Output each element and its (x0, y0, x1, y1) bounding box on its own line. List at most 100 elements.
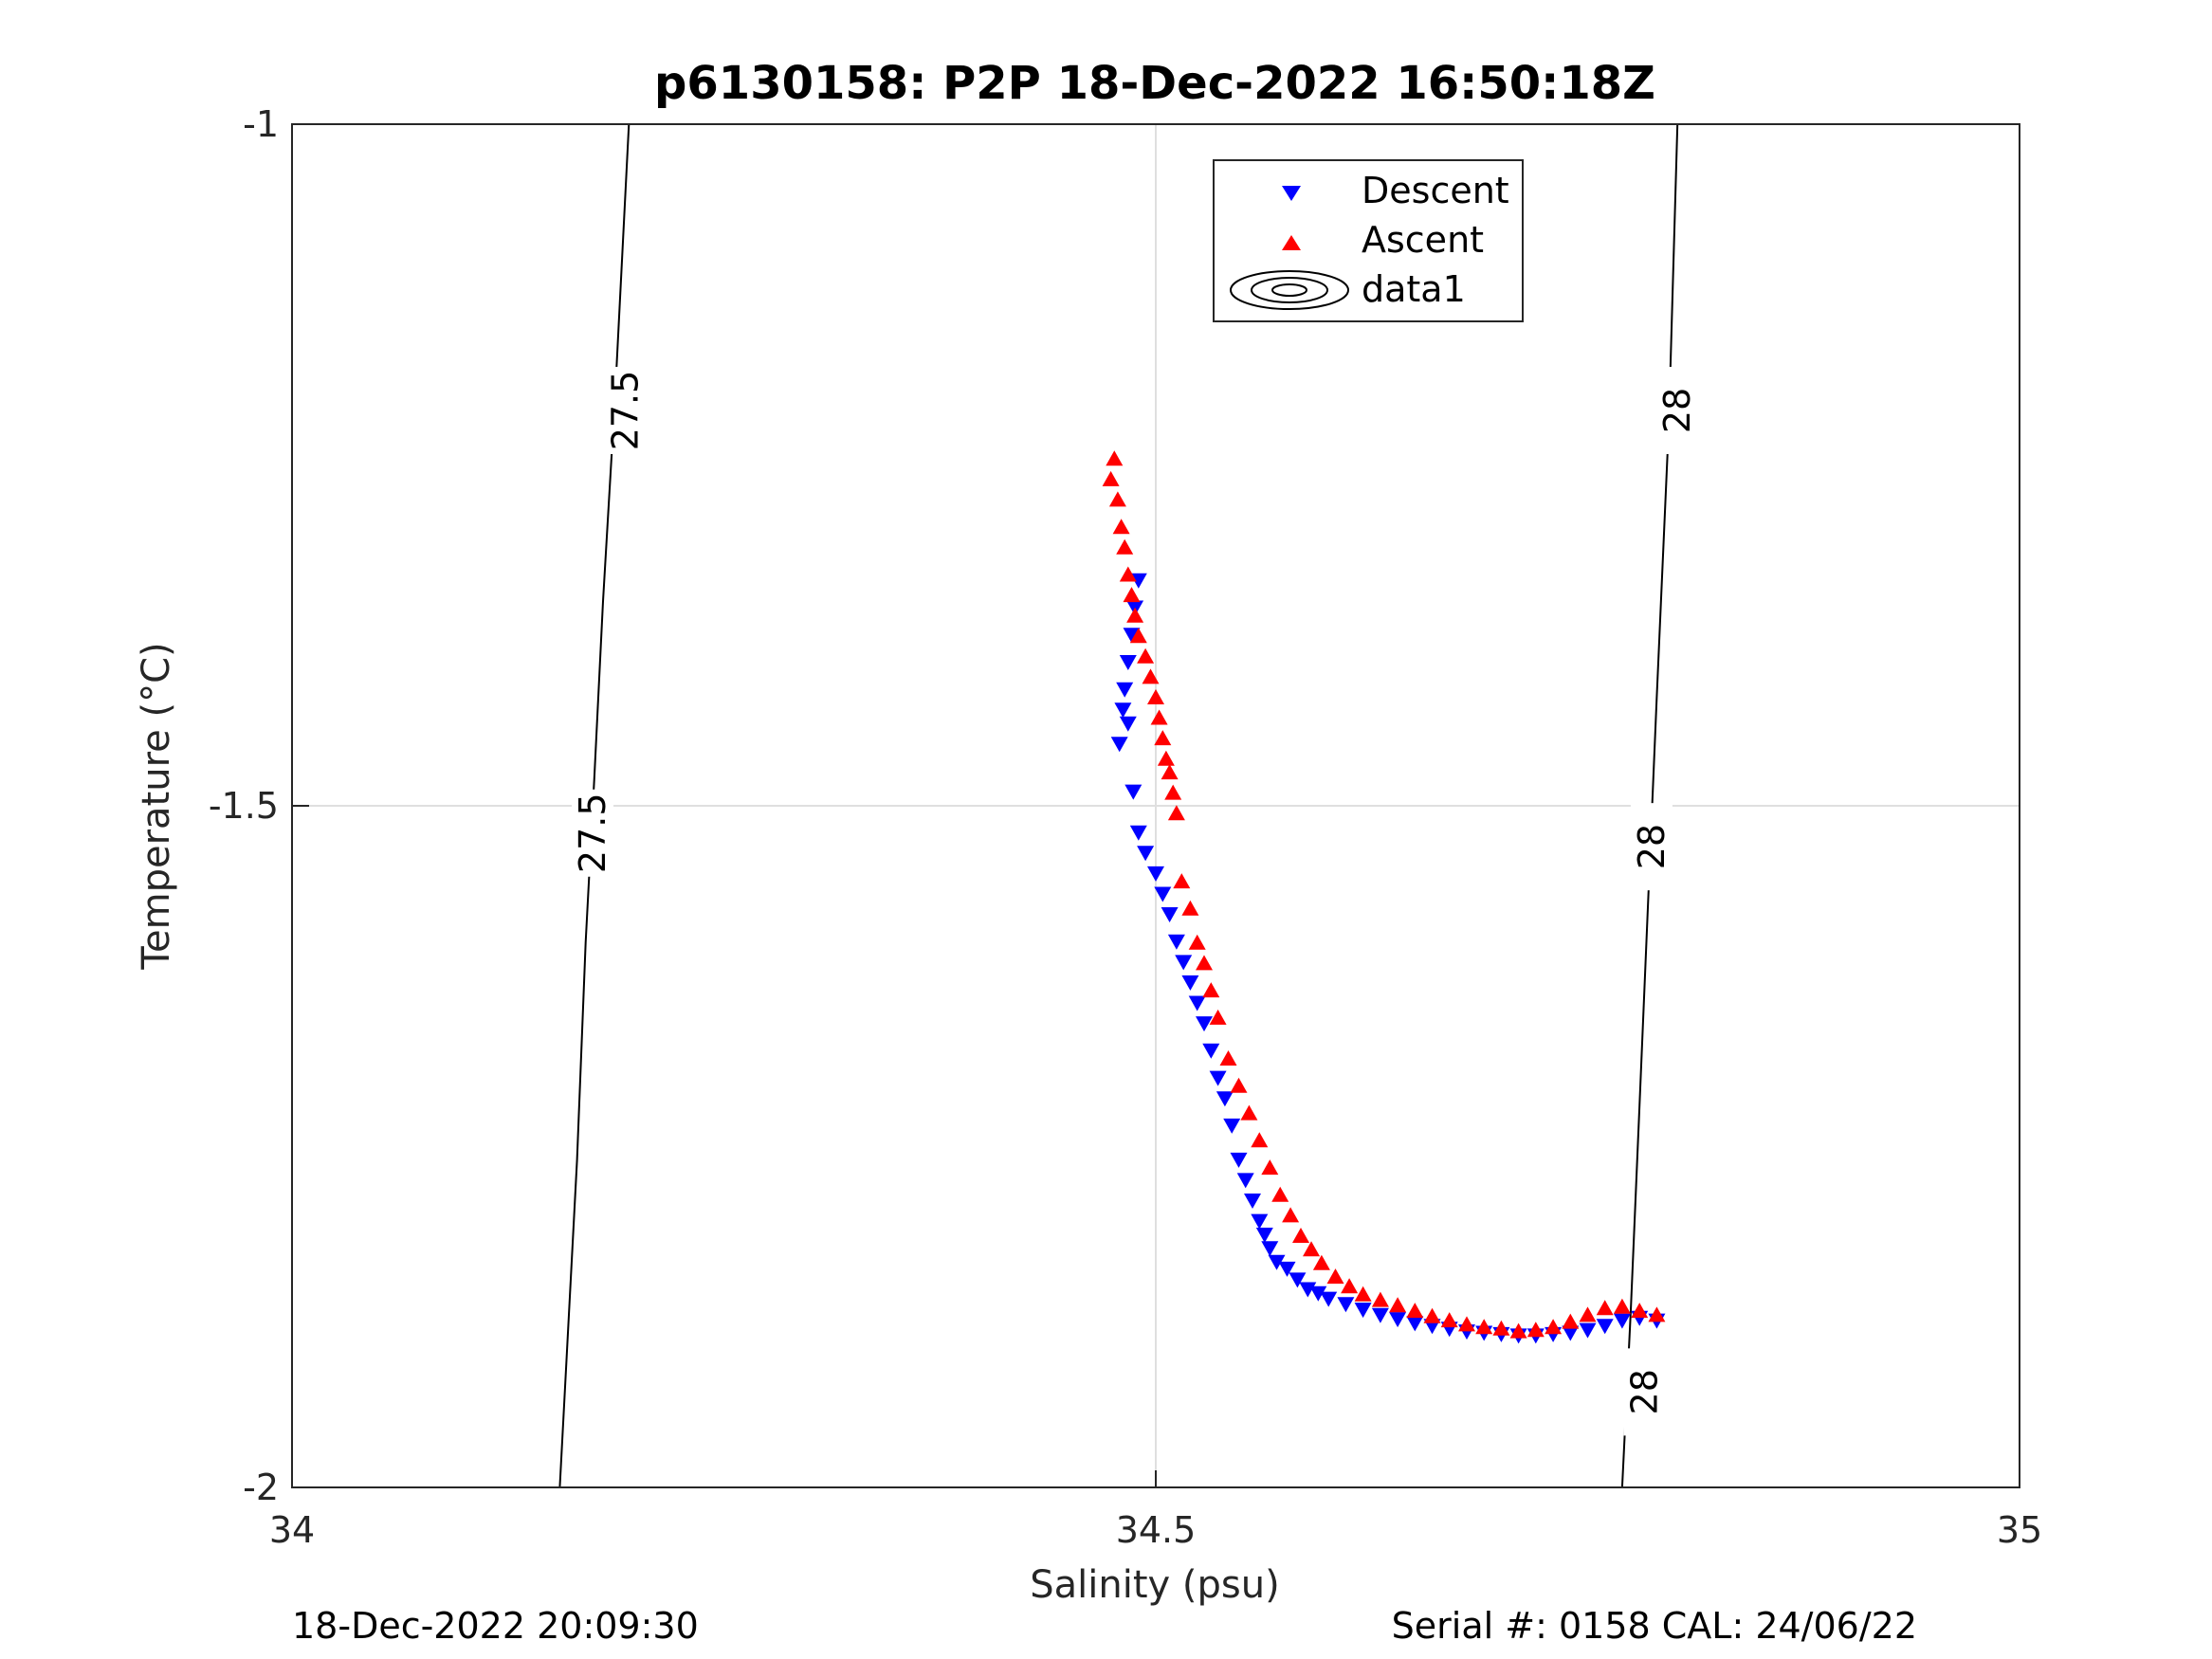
ascent-point-22 (1202, 982, 1220, 998)
ascent-point-46 (1526, 1322, 1545, 1338)
footer-serial-cal: Serial #: 0158 CAL: 24/06/22 (1392, 1605, 1917, 1647)
legend-ascent-marker (1282, 235, 1301, 250)
ascent-point-27 (1251, 1132, 1269, 1148)
ascent-point-9 (1137, 647, 1155, 664)
ascent-point-35 (1341, 1278, 1359, 1294)
legend-descent-label: Descent (1362, 170, 1509, 211)
descent-point-33 (1309, 1285, 1327, 1302)
contour-label-bg-1-1 (1630, 803, 1673, 891)
footer-timestamp: 18-Dec-2022 20:09:30 (292, 1605, 699, 1647)
ascent-point-5 (1119, 566, 1137, 582)
descent-point-22 (1223, 1118, 1241, 1134)
ascent-point-45 (1509, 1322, 1527, 1339)
ascent-point-28 (1261, 1159, 1279, 1176)
ascent-point-29 (1271, 1186, 1289, 1202)
contour-label-bg-0-0 (572, 789, 614, 877)
ascent-point-17 (1167, 805, 1185, 821)
ascent-point-52 (1631, 1303, 1649, 1319)
y-axis-ticks: -1 -1.5 -2 (209, 103, 309, 1508)
ascent-point-19 (1181, 900, 1199, 916)
descent-point-12 (1154, 886, 1172, 902)
density-contours: 27.5 27.5 28 28 28 (558, 123, 1699, 1488)
descent-point-34 (1320, 1291, 1338, 1307)
ascent-point-3 (1112, 519, 1130, 535)
descent-point-11 (1147, 866, 1164, 882)
descent-point-29 (1268, 1254, 1286, 1270)
descent-point-35 (1337, 1297, 1355, 1313)
ascent-point-50 (1596, 1300, 1614, 1316)
ascent-point-23 (1209, 1009, 1227, 1025)
ascent-point-21 (1196, 955, 1213, 971)
contour-label-bg-1-2 (1656, 366, 1699, 454)
ascent-point-1 (1102, 470, 1120, 486)
legend-contour-icon (1230, 270, 1349, 310)
descent-point-48 (1562, 1325, 1580, 1341)
ascent-point-12 (1150, 709, 1168, 725)
descent-point-4 (1116, 682, 1134, 698)
ascent-point-18 (1173, 873, 1191, 889)
descent-point-50 (1596, 1319, 1614, 1335)
ascent-point-43 (1475, 1319, 1493, 1335)
ascent-point-33 (1312, 1254, 1330, 1270)
descent-point-18 (1196, 1016, 1213, 1032)
ascent-point-2 (1108, 491, 1126, 507)
descent-point-37 (1371, 1307, 1389, 1323)
descent-point-21 (1216, 1091, 1234, 1107)
descent-point-20 (1209, 1070, 1227, 1086)
descent-point-23 (1230, 1152, 1248, 1168)
descent-point-16 (1181, 975, 1199, 991)
ascent-point-47 (1545, 1319, 1563, 1335)
ascent-series (1102, 450, 1666, 1339)
ascent-point-36 (1354, 1285, 1372, 1302)
ascent-point-37 (1371, 1291, 1389, 1307)
ascent-point-31 (1292, 1228, 1309, 1243)
ascent-point-16 (1164, 784, 1182, 800)
ascent-point-53 (1648, 1306, 1666, 1322)
descent-point-15 (1175, 955, 1193, 971)
contour-label-0-1: 27.5 (605, 371, 647, 451)
descent-point-3 (1119, 655, 1137, 670)
ascent-point-24 (1219, 1050, 1237, 1066)
descent-point-27 (1255, 1228, 1273, 1243)
legend-box (1213, 159, 1524, 322)
contour-label-1-0: 28 (1624, 1369, 1666, 1414)
descent-point-30 (1278, 1261, 1296, 1277)
descent-point-25 (1244, 1194, 1261, 1209)
ascent-point-38 (1389, 1297, 1407, 1313)
contour-label-0-0: 27.5 (572, 793, 613, 873)
descent-point-38 (1389, 1312, 1407, 1328)
ascent-point-0 (1106, 450, 1124, 466)
legend-ascent-label: Ascent (1362, 219, 1484, 261)
descent-point-10 (1137, 846, 1155, 862)
ascent-point-13 (1154, 730, 1172, 746)
ascent-point-20 (1188, 934, 1206, 950)
ascent-point-14 (1157, 750, 1175, 766)
ascent-point-11 (1147, 689, 1164, 704)
descent-point-14 (1167, 934, 1185, 950)
y-axis-label: Temperature (°C) (135, 642, 178, 970)
ascent-point-39 (1406, 1303, 1424, 1319)
plot-area: 27.5 27.5 28 28 28 34 34.5 35 -1 -1.5 -2 (209, 103, 2042, 1551)
descent-point-36 (1354, 1303, 1372, 1319)
descent-point-39 (1406, 1316, 1424, 1332)
x-tick-label-2: 35 (1997, 1509, 2042, 1551)
ascent-point-51 (1613, 1298, 1631, 1314)
x-tick-label-1: 34.5 (1116, 1509, 1197, 1551)
ascent-point-25 (1230, 1077, 1248, 1093)
descent-point-17 (1188, 995, 1206, 1012)
contour-label-1-1: 28 (1631, 824, 1673, 869)
ascent-point-4 (1116, 538, 1134, 555)
descent-point-7 (1119, 716, 1137, 732)
descent-point-19 (1202, 1043, 1220, 1059)
descent-point-24 (1236, 1173, 1254, 1189)
y-tick-label-2: -2 (243, 1467, 279, 1508)
legend-data1-label: data1 (1362, 268, 1466, 310)
descent-point-6 (1110, 737, 1128, 753)
contour-label-bg-1-0 (1623, 1348, 1666, 1436)
ascent-point-15 (1161, 764, 1179, 780)
contour-label-1-2: 28 (1656, 388, 1698, 433)
descent-point-31 (1289, 1272, 1307, 1288)
ascent-point-26 (1240, 1104, 1258, 1121)
y-tick-label-0: -1 (243, 103, 279, 145)
